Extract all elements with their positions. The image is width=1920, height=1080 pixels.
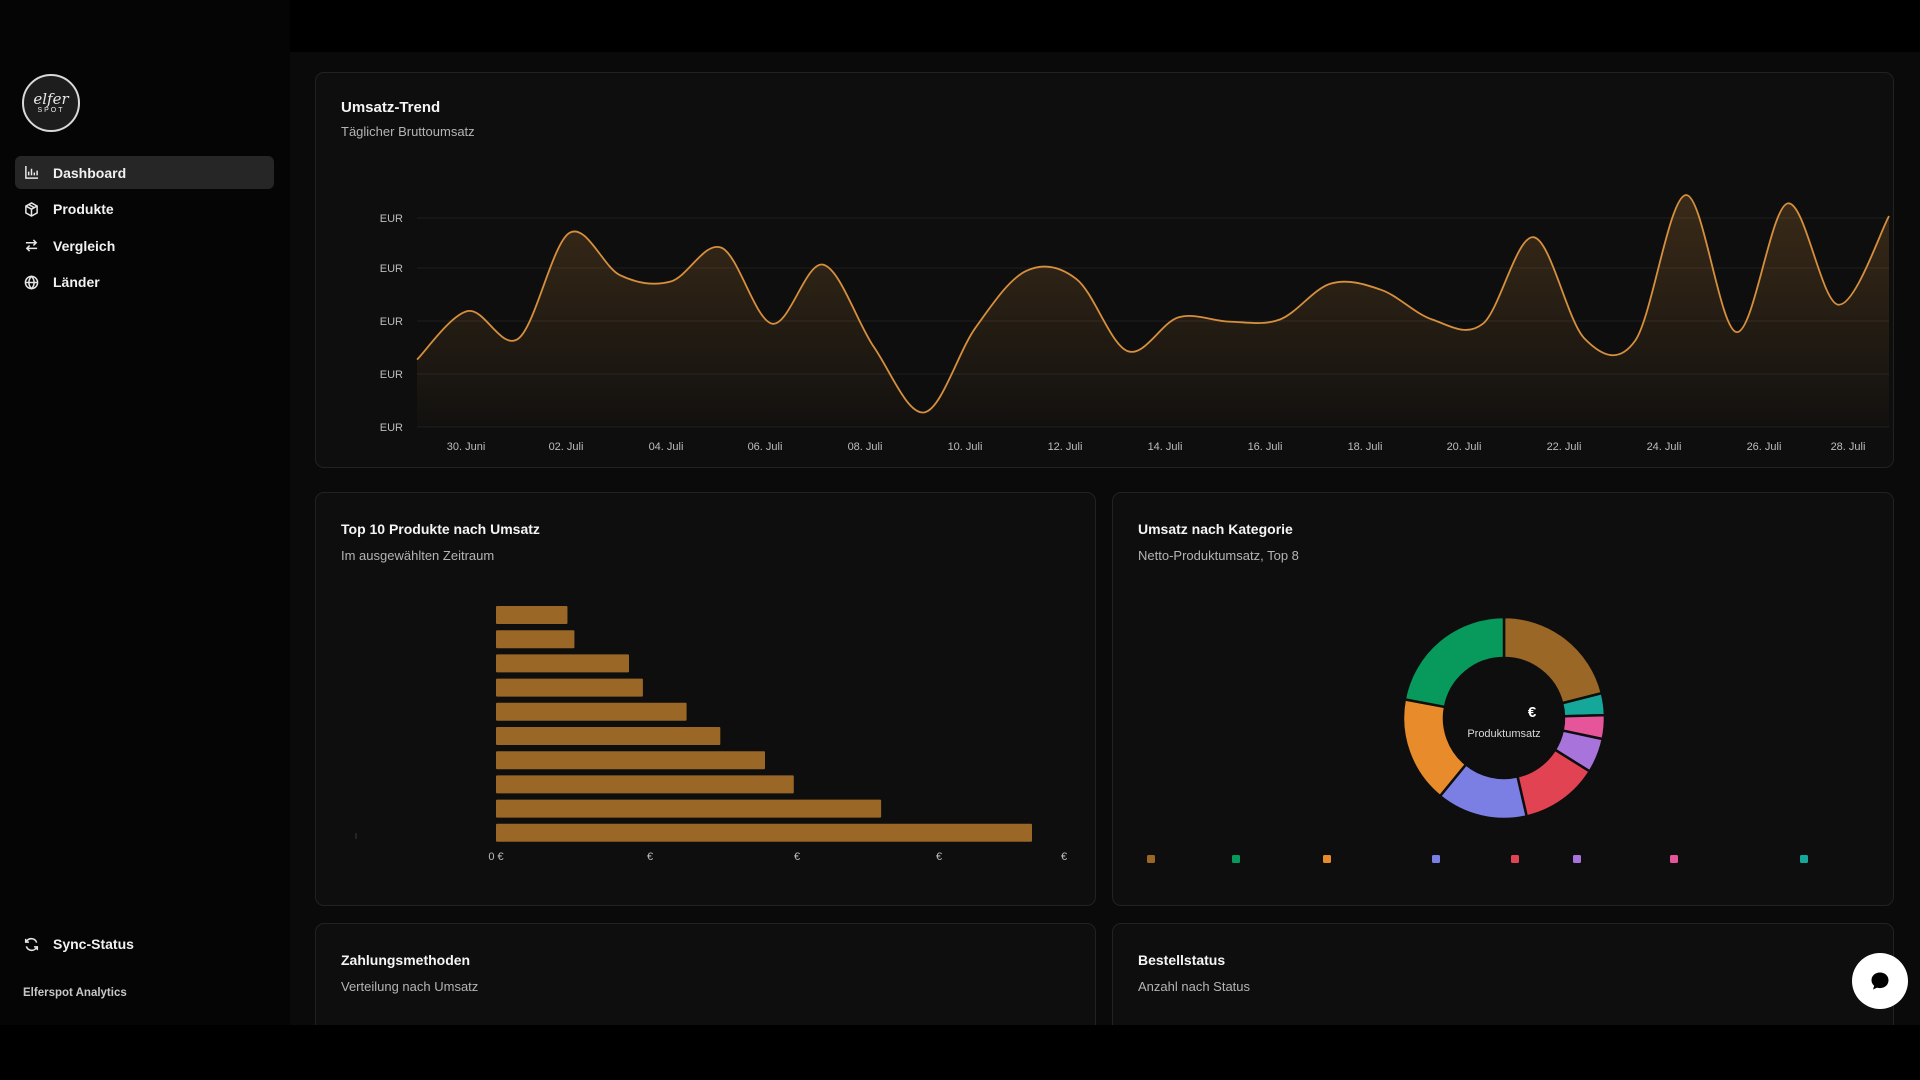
product-bar bbox=[496, 751, 765, 770]
product-bar bbox=[496, 823, 1032, 842]
x-tick-label: 20. Juli bbox=[1447, 441, 1482, 453]
legend-swatch bbox=[1232, 855, 1240, 863]
donut-slice bbox=[1502, 615, 1604, 705]
chat-bubble-icon bbox=[1871, 972, 1889, 990]
legend-swatch bbox=[1147, 855, 1155, 863]
x-tick-label: € bbox=[794, 851, 800, 863]
category-donut-chart[interactable]: € Produktumsatz bbox=[1113, 493, 1895, 907]
dashboard-main: Umsatz-Trend Täglicher Bruttoumsatz EUR E… bbox=[290, 52, 1920, 1025]
chat-button[interactable] bbox=[1852, 953, 1908, 1009]
y-tick-label: EUR bbox=[380, 213, 403, 225]
product-bar bbox=[496, 799, 882, 818]
x-tick-label: 24. Juli bbox=[1647, 441, 1682, 453]
sidebar-item-laender[interactable]: Länder bbox=[15, 266, 274, 299]
product-bar bbox=[496, 775, 794, 794]
trend-area bbox=[417, 194, 1889, 427]
y-tick-label: EUR bbox=[380, 369, 403, 381]
app-window: elfer SPOT Dashboard Produkte Vergleich … bbox=[0, 0, 1920, 1025]
sync-status-button[interactable]: Sync-Status bbox=[24, 936, 134, 952]
donut-center-label: Produktumsatz bbox=[1467, 728, 1540, 740]
x-tick-label: 0 € bbox=[488, 851, 503, 863]
sidebar-item-label: Vergleich bbox=[53, 237, 116, 254]
legend-swatch bbox=[1573, 855, 1581, 863]
legend-swatch bbox=[1511, 855, 1519, 863]
card-title: Umsatz nach Kategorie bbox=[1138, 521, 1293, 537]
y-tick-label: EUR bbox=[380, 316, 403, 328]
card-title: Umsatz-Trend bbox=[341, 99, 441, 116]
card-subtitle: Täglicher Bruttoumsatz bbox=[341, 124, 475, 139]
sidebar-item-label: Produkte bbox=[53, 201, 114, 217]
sidebar-item-dashboard[interactable]: Dashboard bbox=[15, 156, 274, 189]
arrows-swap-icon bbox=[25, 239, 38, 252]
donut-center-symbol: € bbox=[1528, 704, 1537, 721]
y-tick-label: EUR bbox=[380, 263, 403, 275]
revenue-trend-chart[interactable]: EUR EUR EUR EUR EUR 30. Juni 02. Juli 04. Juli 0… bbox=[316, 73, 1895, 469]
card-title: Bestellstatus bbox=[1138, 952, 1226, 968]
legend-swatch bbox=[1323, 855, 1331, 863]
card-subtitle: Verteilung nach Umsatz bbox=[341, 979, 479, 994]
x-tick-label: 02. Juli bbox=[549, 441, 584, 453]
package-icon bbox=[25, 201, 38, 217]
x-tick-label: 12. Juli bbox=[1048, 441, 1083, 453]
product-bar bbox=[496, 678, 643, 697]
product-bar bbox=[496, 606, 568, 624]
x-tick-label: 22. Juli bbox=[1547, 441, 1582, 453]
sidebar-item-label: Dashboard bbox=[53, 164, 127, 181]
x-tick-label: 04. Juli bbox=[649, 441, 684, 453]
x-tick-label: 16. Juli bbox=[1248, 441, 1283, 453]
logo-subtext: SPOT bbox=[37, 107, 65, 114]
x-tick-label: € bbox=[647, 851, 653, 863]
sidebar-item-produkte[interactable]: Produkte bbox=[15, 193, 274, 226]
product-bar bbox=[496, 654, 630, 673]
sidebar: elfer SPOT Dashboard Produkte Vergleich … bbox=[0, 0, 290, 1025]
card-title: Zahlungsmethoden bbox=[341, 952, 471, 968]
payment-methods-card: Zahlungsmethoden Verteilung nach Umsatz bbox=[315, 923, 1096, 1025]
x-tick-label: 26. Juli bbox=[1747, 441, 1782, 453]
logo-text: elfer bbox=[33, 90, 69, 108]
refresh-icon bbox=[24, 937, 39, 951]
card-subtitle: Im ausgewählten Zeitraum bbox=[341, 548, 495, 563]
x-tick-label: 18. Juli bbox=[1348, 441, 1383, 453]
top-products-card: Top 10 Produkte nach Umsatz Im ausgewähl… bbox=[315, 492, 1096, 906]
x-tick-label: 28. Juli bbox=[1831, 441, 1866, 453]
top-products-bar-chart[interactable]: 0 € € € € € bbox=[316, 493, 1097, 907]
legend-swatch bbox=[1432, 855, 1440, 863]
trend-line bbox=[416, 194, 1890, 414]
sidebar-item-vergleich[interactable]: Vergleich bbox=[15, 229, 274, 262]
sync-status-label: Sync-Status bbox=[53, 936, 134, 952]
category-revenue-card: Umsatz nach Kategorie Netto-Produktumsat… bbox=[1112, 492, 1894, 906]
bar-chart-icon bbox=[25, 165, 39, 179]
x-tick-label: 30. Juni bbox=[447, 441, 486, 453]
sidebar-item-label: Länder bbox=[53, 274, 100, 290]
globe-icon bbox=[24, 274, 39, 290]
card-subtitle: Anzahl nach Status bbox=[1138, 979, 1251, 994]
x-tick-label: € bbox=[936, 851, 942, 863]
x-tick-label: 06. Juli bbox=[748, 441, 783, 453]
product-bar bbox=[496, 630, 575, 649]
sidebar-nav: Dashboard Produkte Vergleich Länder bbox=[15, 156, 274, 302]
x-tick-label: 14. Juli bbox=[1148, 441, 1183, 453]
donut-slice bbox=[1403, 615, 1506, 709]
card-subtitle: Netto-Produktumsatz, Top 8 bbox=[1138, 548, 1299, 563]
legend-swatch bbox=[1670, 855, 1678, 863]
x-tick-label: 10. Juli bbox=[948, 441, 983, 453]
revenue-trend-card: Umsatz-Trend Täglicher Bruttoumsatz EUR E… bbox=[315, 72, 1894, 468]
x-tick-label: 08. Juli bbox=[848, 441, 883, 453]
product-bar bbox=[496, 727, 721, 745]
legend-swatch bbox=[1800, 855, 1808, 863]
product-bar bbox=[496, 702, 687, 721]
app-brand-name: Elferspot Analytics bbox=[23, 987, 127, 999]
elferspot-logo[interactable]: elfer SPOT bbox=[22, 74, 80, 132]
x-tick-label: € bbox=[1061, 851, 1067, 863]
order-status-card: Bestellstatus Anzahl nach Status bbox=[1112, 923, 1894, 1025]
y-tick-label: EUR bbox=[380, 422, 403, 434]
card-title: Top 10 Produkte nach Umsatz bbox=[341, 521, 540, 537]
